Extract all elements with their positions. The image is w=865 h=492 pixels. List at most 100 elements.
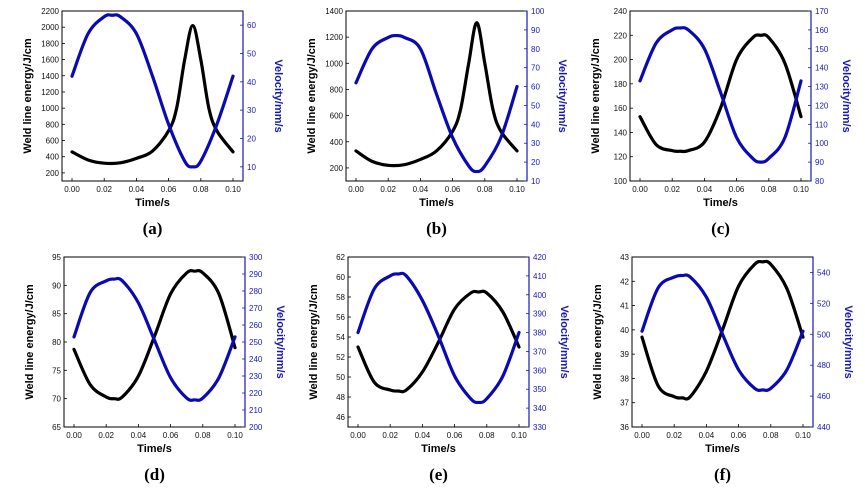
left-tick-label: 42	[620, 277, 629, 286]
panel-label: (d)	[144, 465, 165, 484]
right-tick-label: 100	[531, 7, 545, 16]
x-tick-label: 0.10	[509, 185, 525, 194]
left-tick-label: 200	[46, 169, 60, 178]
x-axis-label: Time/s	[703, 197, 738, 209]
x-axis-label: Time/s	[421, 443, 456, 455]
left-tick-label: 40	[620, 326, 629, 335]
x-tick-label: 0.00	[634, 431, 650, 440]
left-tick-label: 54	[336, 333, 345, 342]
x-axis-label: Time/s	[137, 443, 172, 455]
left-tick-label: 2200	[41, 7, 59, 16]
left-tick-label: 52	[336, 353, 345, 362]
left-tick-label: 37	[620, 399, 629, 408]
right-tick-label: 240	[249, 355, 263, 364]
left-tick-label: 85	[52, 310, 61, 319]
velocity-series-line	[70, 13, 235, 169]
x-tick-label: 0.00	[66, 431, 82, 440]
left-tick-label: 1400	[41, 72, 59, 81]
panel-label: (f)	[714, 465, 731, 484]
left-tick-label: 160	[614, 104, 628, 113]
x-tick-label: 0.06	[447, 431, 463, 440]
right-tick-label: 150	[815, 45, 829, 54]
right-axis-label: Velocity/mm/s	[556, 59, 568, 132]
velocity-series-line	[638, 26, 803, 164]
x-axis-label: Time/s	[705, 443, 740, 455]
right-tick-label: 80	[815, 177, 824, 186]
right-tick-label: 130	[815, 83, 829, 92]
panel-label: (b)	[426, 219, 447, 238]
left-tick-label: 70	[52, 395, 61, 404]
x-tick-label: 0.00	[350, 431, 366, 440]
right-tick-label: 90	[815, 158, 824, 167]
right-tick-label: 50	[247, 50, 256, 59]
right-tick-label: 60	[531, 83, 540, 92]
left-tick-label: 65	[52, 423, 61, 432]
right-tick-label: 10	[247, 163, 256, 172]
left-tick-label: 600	[46, 137, 60, 146]
left-tick-label: 800	[46, 120, 60, 129]
plot-frame	[61, 10, 244, 182]
right-tick-label: 90	[531, 26, 540, 35]
right-tick-label: 10	[531, 177, 540, 186]
right-tick-label: 140	[815, 64, 829, 73]
right-tick-label: 60	[247, 21, 256, 30]
left-tick-label: 140	[614, 128, 628, 137]
energy-series-line	[356, 289, 521, 394]
right-tick-label: 440	[817, 423, 831, 432]
right-tick-label: 270	[249, 304, 263, 313]
left-tick-label: 180	[614, 80, 628, 89]
left-tick-label: 75	[52, 366, 61, 375]
x-tick-label: 0.04	[699, 431, 715, 440]
chart-panel: 46 48 50 52 54 56 58 60 62 330 340 350 360 370 380 390 4…	[308, 253, 570, 484]
right-tick-label: 280	[249, 287, 263, 296]
x-tick-label: 0.08	[477, 185, 493, 194]
left-tick-label: 1200	[325, 33, 343, 42]
x-tick-label: 0.10	[511, 431, 527, 440]
velocity-series-line	[356, 271, 521, 405]
right-tick-label: 20	[531, 158, 540, 167]
left-tick-label: 100	[614, 177, 628, 186]
right-tick-label: 330	[533, 423, 547, 432]
right-tick-label: 220	[249, 389, 263, 398]
x-tick-label: 0.08	[195, 431, 211, 440]
left-tick-label: 39	[620, 350, 629, 359]
x-tick-label: 0.06	[731, 431, 747, 440]
x-tick-label: 0.00	[64, 185, 80, 194]
x-tick-label: 0.08	[193, 185, 209, 194]
right-tick-label: 360	[533, 366, 547, 375]
left-tick-label: 41	[620, 302, 629, 311]
x-tick-label: 0.10	[225, 185, 241, 194]
left-axis-label: Weld line energy/J/cm	[306, 38, 318, 154]
left-tick-label: 1000	[325, 59, 343, 68]
right-tick-label: 460	[817, 392, 831, 401]
x-tick-label: 0.04	[697, 185, 713, 194]
left-tick-label: 90	[52, 281, 61, 290]
left-tick-label: 95	[52, 253, 61, 262]
x-tick-label: 0.06	[445, 185, 461, 194]
right-tick-label: 70	[531, 64, 540, 73]
x-tick-label: 0.00	[348, 185, 364, 194]
left-axis-label: Weld line energy/J/cm	[590, 38, 602, 154]
right-tick-label: 260	[249, 321, 263, 330]
left-tick-label: 240	[614, 7, 628, 16]
right-tick-label: 410	[533, 272, 547, 281]
right-tick-label: 20	[247, 135, 256, 144]
right-tick-label: 540	[817, 268, 831, 277]
left-tick-label: 48	[336, 393, 345, 402]
left-tick-label: 80	[52, 338, 61, 347]
energy-series-line	[354, 21, 519, 168]
right-tick-label: 290	[249, 270, 263, 279]
right-tick-label: 500	[817, 330, 831, 339]
chart-panel: 100 120 140 160 180 200 220 240 80 90 100 110 120 130…	[590, 7, 852, 238]
right-tick-label: 80	[531, 45, 540, 54]
x-tick-label: 0.08	[479, 431, 495, 440]
right-axis-label: Velocity/mm/s	[272, 59, 284, 132]
right-tick-label: 250	[249, 338, 263, 347]
chart-panel: 200 400 600 800 1000 1200 1400 1600 1800 2000 2200…	[22, 7, 284, 238]
right-tick-label: 30	[531, 139, 540, 148]
x-tick-label: 0.04	[129, 185, 145, 194]
right-tick-label: 120	[815, 101, 829, 110]
panel-label: (a)	[143, 219, 163, 238]
right-axis-label: Velocity/mm/s	[274, 305, 286, 378]
x-tick-label: 0.02	[98, 431, 114, 440]
